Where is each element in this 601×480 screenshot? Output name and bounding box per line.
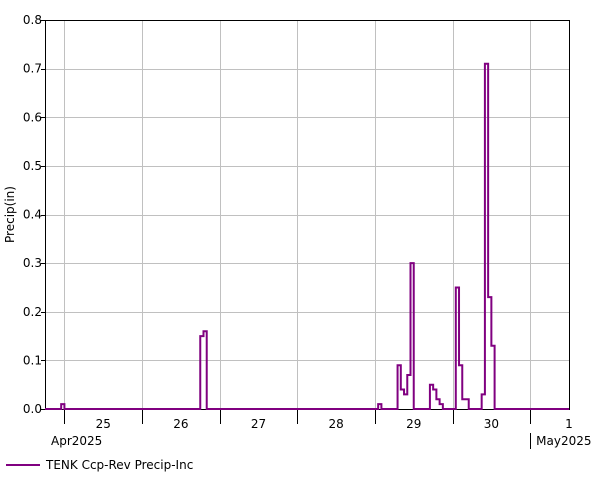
grid-lines: [45, 20, 569, 409]
y-tick-label: 0.4: [23, 208, 42, 222]
x-tick-label: 25: [96, 417, 111, 431]
series-layer: [45, 62, 569, 410]
x-month-label: May2025: [536, 434, 591, 448]
y-tick-label: 0.5: [23, 159, 42, 173]
x-tick-label: 1: [565, 417, 573, 431]
legend-label: TENK Ccp-Rev Precip-Inc: [46, 458, 194, 472]
y-tick-label: 0.3: [23, 256, 42, 270]
x-tick-label: 28: [328, 417, 343, 431]
y-tick-label: 0.0: [23, 402, 42, 416]
y-tick-label: 0.2: [23, 305, 42, 319]
legend-swatch: [6, 464, 40, 466]
y-tick-label: 0.7: [23, 62, 42, 76]
y-axis-ticks: 0.0 0.1 0.2 0.3 0.4 0.5 0.6 0.7 0.8: [23, 13, 45, 416]
y-tick-label: 0.1: [23, 353, 42, 367]
legend: TENK Ccp-Rev Precip-Inc: [6, 456, 193, 474]
series-line: [45, 62, 569, 410]
x-month-label: Apr2025: [51, 434, 102, 448]
x-tick-label: 30: [484, 417, 499, 431]
x-tick-label: 29: [406, 417, 421, 431]
x-axis-ticks: 25 26 27 28 29 30 1 Apr2025 May2025: [51, 409, 592, 449]
y-axis-label: Precip(in): [3, 186, 17, 243]
x-tick-label: 27: [251, 417, 266, 431]
x-tick-label: 26: [173, 417, 188, 431]
y-tick-label: 0.6: [23, 110, 42, 124]
y-tick-label: 0.8: [23, 13, 42, 27]
